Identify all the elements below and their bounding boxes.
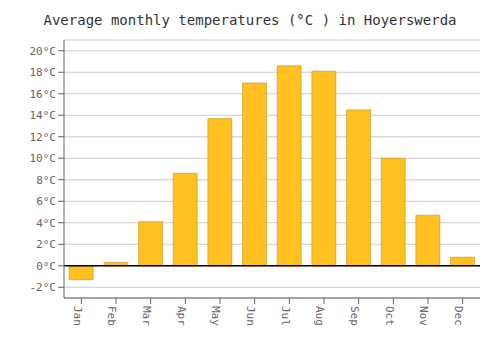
- svg-text:Mar: Mar: [140, 306, 153, 326]
- svg-text:Oct: Oct: [383, 306, 396, 326]
- svg-text:18°C: 18°C: [30, 66, 57, 79]
- svg-text:6°C: 6°C: [36, 195, 56, 208]
- svg-text:4°C: 4°C: [36, 217, 56, 230]
- html-text:Average monthly temperatures (: Average monthly temperatures (°C ) in Ho…: [43, 12, 457, 28]
- svg-text:14°C: 14°C: [30, 109, 57, 122]
- svg-text:Jul: Jul: [279, 306, 292, 326]
- svg-text:12°C: 12°C: [30, 131, 57, 144]
- svg-text:2°C: 2°C: [36, 238, 56, 251]
- svg-text:Jun: Jun: [244, 306, 257, 326]
- svg-text:10°C: 10°C: [30, 152, 57, 165]
- svg-text:Dec: Dec: [452, 306, 465, 326]
- svg-text:Aug: Aug: [313, 306, 326, 326]
- svg-text:Jan: Jan: [71, 306, 84, 326]
- svg-text:Feb: Feb: [105, 306, 118, 326]
- svg-text:16°C: 16°C: [30, 88, 57, 101]
- svg-text:May: May: [209, 306, 222, 326]
- svg-text:20°C: 20°C: [30, 45, 57, 58]
- svg-text:8°C: 8°C: [36, 174, 56, 187]
- svg-text:Apr: Apr: [175, 306, 188, 326]
- svg-text:Nov: Nov: [417, 306, 430, 326]
- svg-text:0°C: 0°C: [36, 260, 56, 273]
- svg-text:-2°C: -2°C: [30, 281, 57, 294]
- svg-text:Sep: Sep: [348, 306, 361, 326]
